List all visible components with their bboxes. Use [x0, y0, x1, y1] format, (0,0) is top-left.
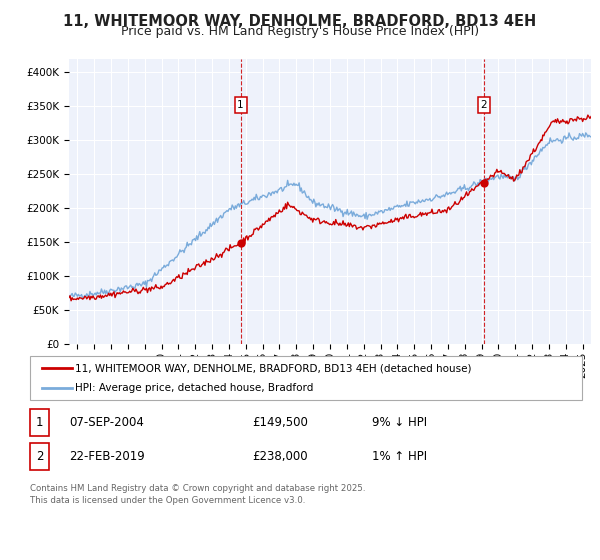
Text: £238,000: £238,000 — [252, 450, 308, 463]
Text: 1: 1 — [237, 100, 244, 110]
Text: 1: 1 — [36, 416, 43, 430]
Text: 11, WHITEMOOR WAY, DENHOLME, BRADFORD, BD13 4EH: 11, WHITEMOOR WAY, DENHOLME, BRADFORD, B… — [64, 14, 536, 29]
Text: 2: 2 — [481, 100, 487, 110]
Text: 07-SEP-2004: 07-SEP-2004 — [69, 416, 144, 430]
Text: 2: 2 — [36, 450, 43, 463]
Text: 9% ↓ HPI: 9% ↓ HPI — [372, 416, 427, 430]
Text: 22-FEB-2019: 22-FEB-2019 — [69, 450, 145, 463]
Text: Price paid vs. HM Land Registry's House Price Index (HPI): Price paid vs. HM Land Registry's House … — [121, 25, 479, 38]
Text: £149,500: £149,500 — [252, 416, 308, 430]
Text: 1% ↑ HPI: 1% ↑ HPI — [372, 450, 427, 463]
Text: HPI: Average price, detached house, Bradford: HPI: Average price, detached house, Brad… — [75, 383, 313, 393]
Text: Contains HM Land Registry data © Crown copyright and database right 2025.
This d: Contains HM Land Registry data © Crown c… — [30, 484, 365, 505]
Text: 11, WHITEMOOR WAY, DENHOLME, BRADFORD, BD13 4EH (detached house): 11, WHITEMOOR WAY, DENHOLME, BRADFORD, B… — [75, 363, 472, 373]
